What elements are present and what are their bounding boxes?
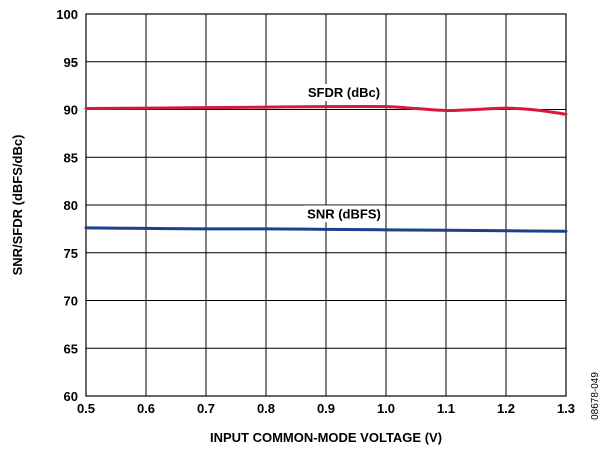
series-label-background bbox=[303, 205, 385, 223]
y-tick-labels: 60 65 70 75 80 85 90 95 100 bbox=[56, 7, 78, 404]
x-tick-label: 0.6 bbox=[137, 401, 155, 416]
x-axis-title: INPUT COMMON-MODE VOLTAGE (V) bbox=[210, 430, 442, 445]
x-tick-label: 1.1 bbox=[437, 401, 455, 416]
y-tick-label: 80 bbox=[64, 198, 78, 213]
x-tick-label: 0.9 bbox=[317, 401, 335, 416]
series-line-sfdr-dbc bbox=[84, 104, 568, 116]
figure-id: 08678-049 bbox=[590, 372, 601, 420]
x-tick-label: 1.0 bbox=[377, 401, 395, 416]
series-label-text: SNR (dBFS) bbox=[307, 206, 381, 221]
series-label: SNR (dBFS) bbox=[303, 205, 385, 223]
plot-frame bbox=[85, 13, 567, 397]
x-tick-label: 1.3 bbox=[557, 401, 575, 416]
series-label-text: SFDR (dBc) bbox=[308, 85, 380, 100]
y-axis-title: SNR/SFDR (dBFS/dBc) bbox=[10, 135, 25, 276]
y-tick-label: 100 bbox=[56, 7, 78, 22]
series-label: SFDR (dBc) bbox=[303, 84, 385, 102]
y-tick-label: 85 bbox=[64, 150, 78, 165]
series-layer bbox=[84, 104, 568, 233]
series-label-background bbox=[303, 84, 385, 102]
x-tick-label: 0.7 bbox=[197, 401, 215, 416]
y-tick-label: 70 bbox=[64, 294, 78, 309]
grid-lines bbox=[85, 13, 567, 397]
y-tick-label: 90 bbox=[64, 103, 78, 118]
x-tick-label: 1.2 bbox=[497, 401, 515, 416]
x-tick-labels: 0.5 0.6 0.7 0.8 0.9 1.0 1.1 1.2 1.3 bbox=[77, 401, 575, 416]
y-tick-label: 75 bbox=[64, 246, 78, 261]
y-tick-label: 60 bbox=[64, 389, 78, 404]
series-labels: SFDR (dBc) SNR (dBFS) bbox=[303, 84, 385, 223]
x-tick-label: 0.5 bbox=[77, 401, 95, 416]
y-tick-label: 65 bbox=[64, 341, 78, 356]
y-tick-label: 95 bbox=[64, 55, 78, 70]
x-tick-label: 0.8 bbox=[257, 401, 275, 416]
series-line-snr-dbfs bbox=[84, 226, 568, 233]
